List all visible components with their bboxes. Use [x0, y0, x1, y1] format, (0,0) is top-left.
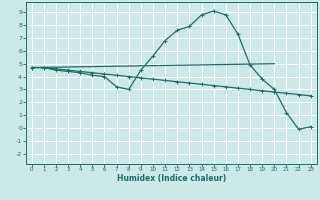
- X-axis label: Humidex (Indice chaleur): Humidex (Indice chaleur): [116, 174, 226, 183]
